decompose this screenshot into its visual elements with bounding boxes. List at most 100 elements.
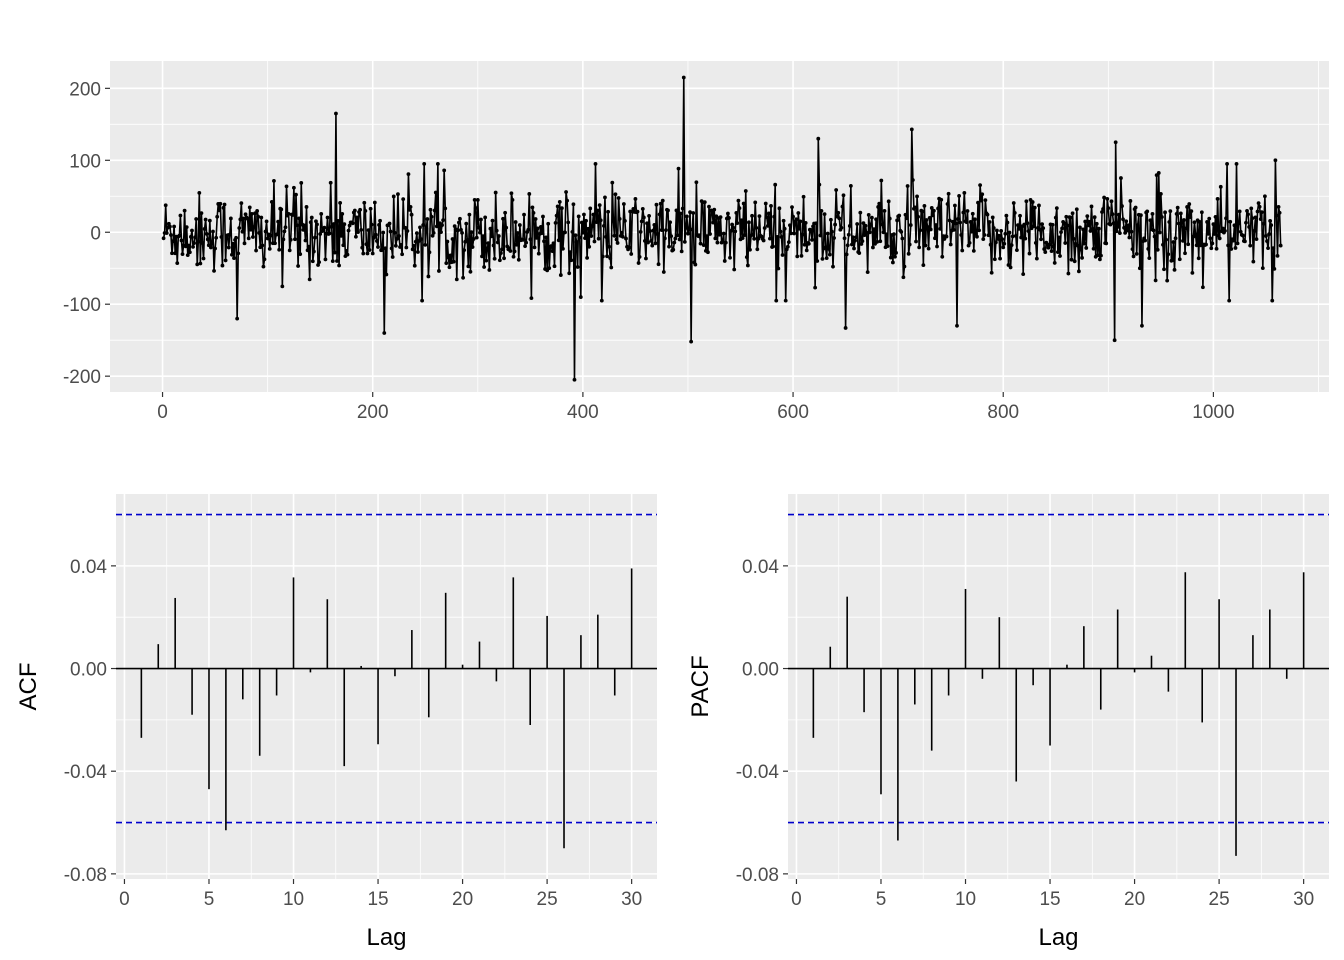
data-point [1268,218,1273,223]
data-point [1165,278,1170,283]
data-point [377,222,381,227]
data-point [936,206,940,211]
data-point [408,204,413,209]
data-point [1190,270,1195,275]
data-point [360,245,365,250]
data-point [1218,184,1223,189]
data-point [887,216,892,221]
data-point [923,243,928,248]
data-point [915,194,919,199]
data-point [1251,259,1256,264]
data-point [867,230,872,235]
data-point [796,211,801,215]
data-point [595,208,600,213]
data-point [551,241,556,246]
data-point [983,198,988,203]
data-point [1119,176,1123,180]
data-point [256,214,261,219]
data-point [853,238,857,243]
data-point [1237,209,1242,214]
data-point [344,248,349,253]
data-point [1070,211,1075,216]
data-point [608,256,613,261]
data-point [766,211,771,216]
data-point [1131,254,1136,259]
data-point [332,250,337,255]
data-point [934,223,938,227]
data-point [654,202,659,207]
data-point [1243,239,1247,244]
data-point [361,251,366,256]
data-point [483,215,488,220]
data-point [394,237,399,241]
data-point [1224,216,1228,221]
data-point [741,201,746,206]
data-point [909,127,914,132]
data-point [785,244,790,249]
data-point [1174,212,1179,216]
data-point [492,256,497,261]
data-point [610,180,615,185]
data-point [858,210,863,215]
data-point [698,241,703,246]
data-point [294,192,298,197]
data-point [857,251,862,255]
data-point [1004,213,1009,218]
data-point [1137,266,1142,271]
data-point [1111,221,1116,226]
data-point [945,202,950,206]
data-point [470,245,475,249]
data-point [573,233,578,238]
data-point [416,250,420,254]
data-point [1066,271,1071,276]
data-point [921,263,926,268]
data-point [1010,234,1015,239]
data-point [969,229,974,234]
data-point [1146,247,1151,251]
data-point [668,220,673,225]
data-point [977,228,981,233]
data-point [704,234,709,239]
data-point [742,233,747,238]
data-point [944,234,949,239]
data-point [744,255,749,260]
data-point [566,220,571,225]
data-point [387,221,392,226]
data-point [1081,227,1085,232]
x-tick-label: 600 [777,402,809,423]
data-point [184,225,189,230]
data-point [651,228,656,233]
data-point [516,257,521,262]
data-point [362,200,367,205]
data-point [370,251,375,256]
data-point [337,263,341,268]
data-point [810,238,814,242]
data-point [476,225,481,230]
data-point [1177,257,1182,262]
data-point [1104,241,1109,246]
data-point [437,269,441,273]
data-point [404,245,409,250]
data-point [1106,206,1111,211]
data-point [313,235,317,240]
data-point [972,217,977,222]
data-point [603,195,607,200]
data-point [335,259,339,263]
data-point [1263,194,1267,199]
data-point [1085,214,1090,219]
data-point [447,265,452,270]
data-point [1089,204,1094,209]
data-point [1161,242,1165,247]
x-tick-label: 30 [621,889,642,910]
data-point [163,203,168,208]
data-point [918,228,923,233]
data-point [239,201,244,206]
data-point [535,226,540,231]
x-tick-label: 0 [791,889,802,910]
data-point [582,212,586,217]
data-point [191,245,195,249]
data-point [1086,223,1091,228]
data-point [797,226,802,231]
data-point [926,246,931,251]
data-point [593,162,598,166]
